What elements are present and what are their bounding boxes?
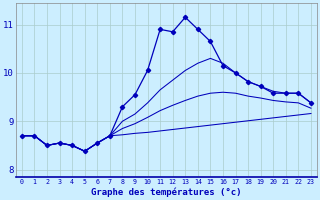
X-axis label: Graphe des températures (°c): Graphe des températures (°c) xyxy=(91,188,242,197)
